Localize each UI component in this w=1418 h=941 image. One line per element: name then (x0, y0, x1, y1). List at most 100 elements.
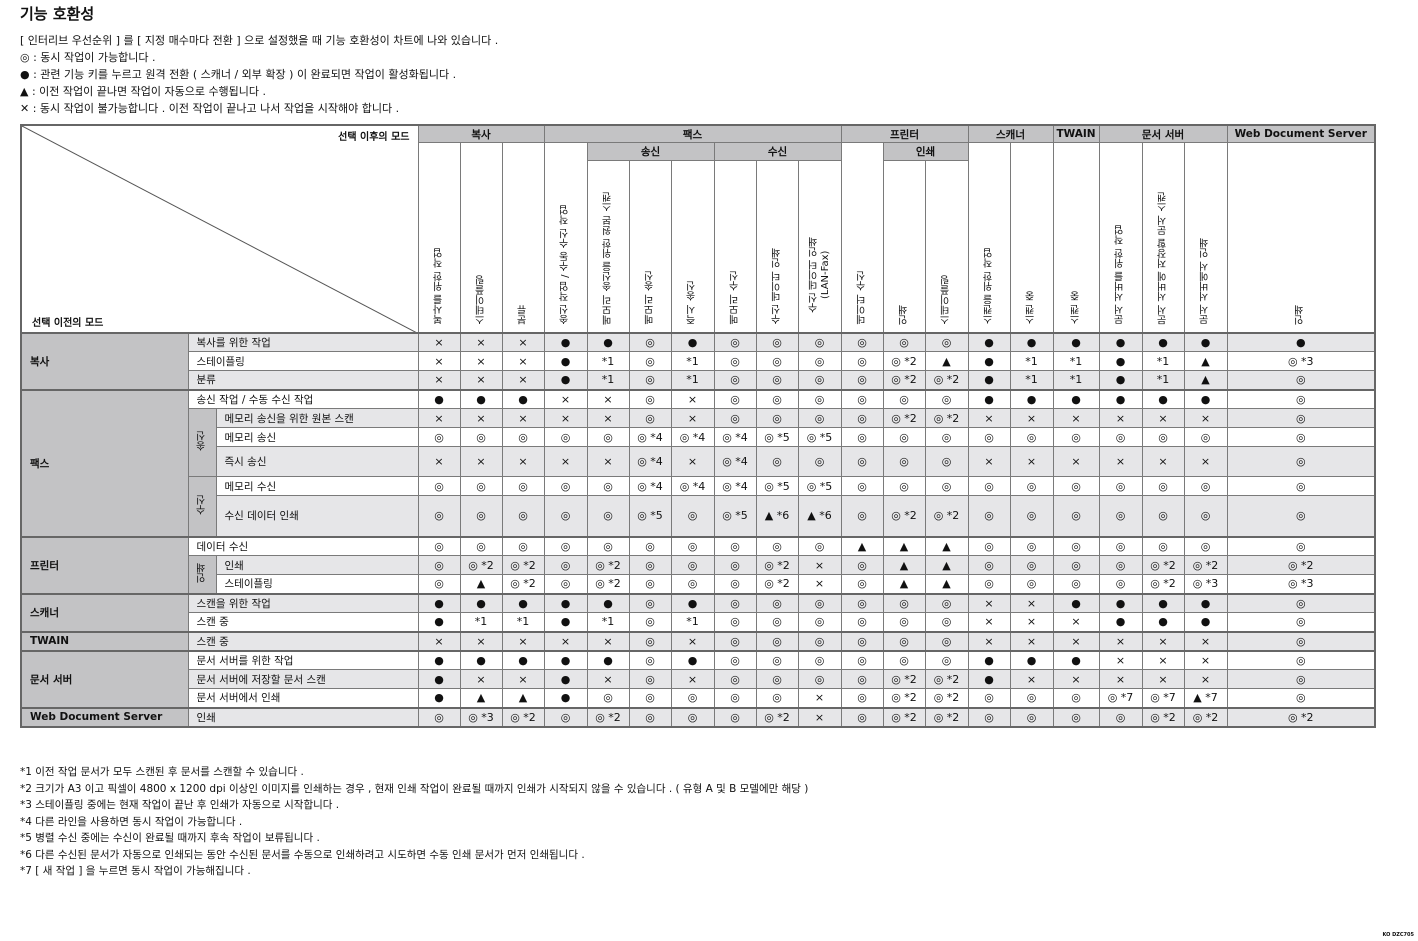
compatibility-cell: ● (543, 612, 588, 632)
compatibility-cell: ◎ (1052, 495, 1100, 537)
compatibility-cell: ◎ (755, 370, 799, 390)
compatibility-cell: ◎ *2 (882, 688, 926, 708)
compatibility-cell: ● (543, 592, 588, 613)
compatibility-cell: ● (1141, 388, 1185, 409)
compatibility-cell: ◎ (628, 630, 672, 651)
compatibility-cell: ◎ (543, 476, 588, 496)
compatibility-cell: ◎ *2 (882, 351, 926, 371)
compatibility-cell: ◎ *3 (459, 706, 503, 727)
header-fax: 팩스 (543, 124, 842, 143)
compatibility-cell: ◎ *2 (1141, 706, 1185, 727)
compatibility-cell: ◎ *2 (1141, 574, 1185, 594)
compatibility-cell: × (1183, 446, 1228, 477)
compatibility-cell: × (1009, 446, 1054, 477)
compatibility-cell: ● (417, 649, 461, 670)
header-scanner: 스캐너 (967, 124, 1054, 143)
compatibility-cell: × (417, 630, 461, 651)
compatibility-cell: ◎ (924, 446, 969, 477)
compatibility-cell: ◎ (501, 535, 545, 556)
table-row: 스캔 중 ● *1 *1 ● *1 ◎ *1 ◎ ◎ ◎ ◎ ◎ ◎ × × × ● ● ● ◎ (21, 612, 1376, 632)
compatibility-cell: × (1009, 630, 1054, 651)
table-row: 수신 데이터 인쇄 ◎ ◎ ◎ ◎ ◎ ◎ *5 ◎ ◎ *5 ▲ *6 ▲ *6 ◎ ◎ *2 ◎ *2… (21, 495, 1376, 537)
compatibility-cell: ● (1098, 612, 1143, 632)
compatibility-cell: ◎ (882, 612, 926, 632)
compatibility-cell: ◎ (1009, 495, 1054, 537)
compatibility-cell: ◎ (797, 669, 842, 689)
compatibility-cell: × (586, 669, 630, 689)
col-header: 스캔 중 (1052, 142, 1100, 333)
table-body: 복사 복사를 위한 작업 × × × ● ● ◎ ● ◎ ◎ ◎ ◎ ◎ ◎ ● ● ● ● ● ● ● 스테이플링 × × × ●… (20, 331, 1376, 727)
compatibility-cell: ◎ (924, 427, 969, 447)
compatibility-cell: ● (543, 669, 588, 689)
row-group-label: TWAIN (20, 630, 189, 651)
col-header: 분류 (501, 142, 545, 333)
table-row: 수신 메모리 수신 ◎ ◎ ◎ ◎ ◎ ◎ *4 ◎ *4 ◎ *4 ◎ *5 ◎ *5 ◎ ◎ ◎ ◎ ◎ ◎ ◎… (21, 476, 1376, 537)
compatibility-cell: ◎ (1183, 427, 1228, 447)
compatibility-cell: × (1183, 649, 1228, 670)
compatibility-cell: ◎ *2 (882, 706, 926, 727)
compatibility-cell: ◎ (797, 331, 842, 352)
row-label: 인쇄 (187, 706, 419, 727)
header-docserver: 문서 서버 (1098, 124, 1228, 143)
table-row: 팩스 송신 작업 / 수동 수신 작업 ● ● ● × × ◎ × ◎ ◎ ◎ ◎ ◎ ◎ ● ● ● ● ● ● ◎ (20, 388, 1376, 537)
compatibility-cell: ▲ *6 (797, 495, 842, 537)
compatibility-cell: ◎ *2 (882, 495, 926, 537)
compatibility-cell: ◎ (586, 535, 630, 556)
col-header: 스테이플링 (924, 160, 969, 333)
compatibility-cell: ▲ (1183, 351, 1228, 371)
col-header: 문서 서버에 저장할 문서 스캔 (1141, 142, 1185, 333)
compatibility-cell: ◎ (1052, 476, 1100, 496)
compatibility-cell: × (1098, 649, 1143, 670)
table-row: 스테이플링 × × × ● *1 ◎ *1 ◎ ◎ ◎ ◎ ◎ *2 ▲ ● *1 *1 ● *1 ▲ ◎ *3 (21, 351, 1376, 371)
compatibility-cell: ● (670, 592, 715, 613)
compatibility-cell: ◎ (882, 446, 926, 477)
compatibility-cell: ◎ (417, 574, 461, 594)
legend-triangle: ▲ : 이전 작업이 끝나면 작업이 자동으로 수행됩니다 . (20, 85, 267, 98)
table-row: 즉시 송신 × × × × × ◎ *4 × ◎ *4 ◎ ◎ ◎ ◎ ◎ × × × × × × ◎ (21, 446, 1376, 477)
compatibility-cell: *1 (1009, 351, 1054, 371)
header-printer-print: 인쇄 (882, 142, 969, 161)
corner-after-label: 선택 이후의 모드 (338, 132, 410, 143)
compatibility-table: 선택 이후의 모드 선택 이전의 모드 복사 팩스 프린터 스캐너 TWAIN … (20, 124, 1376, 728)
compatibility-cell: ◎ (417, 476, 461, 496)
footnote: *6 다른 수신된 문서가 자동으로 인쇄되는 동안 수신된 문서를 수동으로 … (20, 848, 585, 861)
compatibility-cell: ◎ (797, 408, 842, 428)
compatibility-cell: ◎ (882, 388, 926, 409)
compatibility-cell: ◎ (1226, 370, 1376, 390)
compatibility-cell: ◎ (797, 535, 842, 556)
compatibility-cell: ◎ *2 (501, 555, 545, 575)
compatibility-cell: × (1009, 612, 1054, 632)
compatibility-cell: × (1141, 446, 1185, 477)
compatibility-cell: ◎ *2 (586, 574, 630, 594)
compatibility-cell: ◎ (755, 688, 799, 708)
compatibility-cell: ● (586, 592, 630, 613)
compatibility-cell: ◎ *5 (628, 495, 672, 537)
compatibility-cell: ● (1052, 331, 1100, 352)
row-label: 문서 서버에 저장할 문서 스캔 (187, 669, 419, 689)
compatibility-cell: × (670, 630, 715, 651)
compatibility-cell: ◎ (797, 446, 842, 477)
compatibility-cell: ● (417, 612, 461, 632)
compatibility-cell: ◎ (417, 495, 461, 537)
compatibility-cell: ◎ (1226, 495, 1376, 537)
compatibility-cell: ◎ (417, 535, 461, 556)
compatibility-cell: ◎ (1052, 427, 1100, 447)
col-header: 데이터 수신 (840, 142, 884, 333)
col-header: 인쇄 (882, 160, 926, 333)
compatibility-cell: ◎ *3 (1226, 351, 1376, 371)
compatibility-cell: ◎ (755, 331, 799, 352)
footnote: *7 [ 새 작업 ] 을 누르면 동시 작업이 가능해집니다 . (20, 865, 251, 877)
compatibility-cell: × (501, 331, 545, 352)
compatibility-cell: ● (543, 688, 588, 708)
compatibility-cell: ▲ (924, 535, 969, 556)
compatibility-cell: ◎ (797, 388, 842, 409)
col-header: 수신 데이터 인쇄 (755, 160, 799, 333)
compatibility-cell: ◎ (1226, 476, 1376, 496)
compatibility-cell: × (459, 669, 503, 689)
compatibility-cell: ◎ *4 (628, 476, 672, 496)
compatibility-cell: ◎ (1009, 688, 1054, 708)
compatibility-cell: *1 (586, 370, 630, 390)
compatibility-cell: ◎ (1009, 476, 1054, 496)
compatibility-cell: ◎ (628, 649, 672, 670)
col-header: 문서 서버를 위한 작업 (1098, 142, 1143, 333)
